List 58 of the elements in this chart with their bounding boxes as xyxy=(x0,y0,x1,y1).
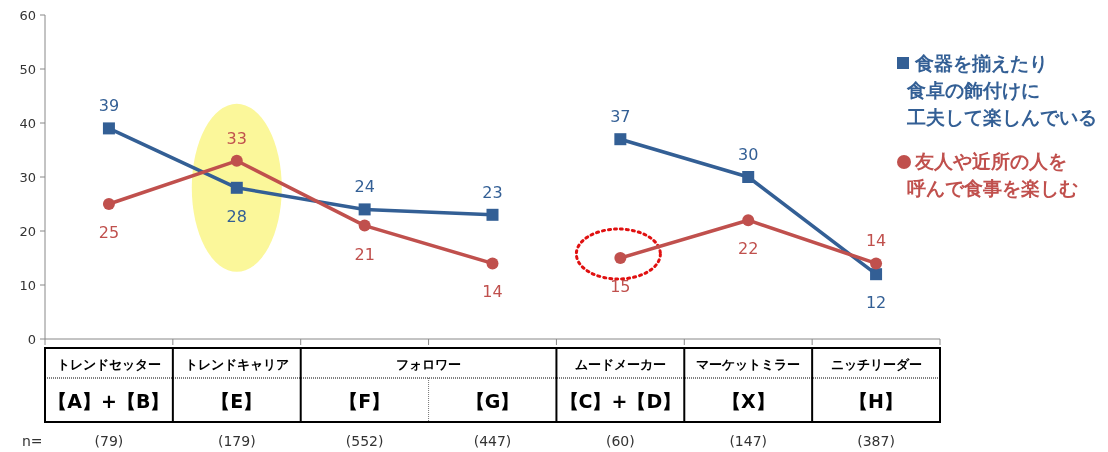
text: フォロワー xyxy=(396,357,462,372)
data-label: 12 xyxy=(865,293,887,313)
text: (447) xyxy=(473,433,512,449)
data-label: 23 xyxy=(482,182,503,202)
point xyxy=(614,252,627,264)
data-label: 15 xyxy=(610,277,631,296)
x-tick-label: 【X】 xyxy=(721,390,775,412)
x-tick-label: 【F】 xyxy=(339,390,391,412)
point xyxy=(230,154,243,167)
text: (387) xyxy=(857,433,895,449)
x-tick-label: 【A】+【B】 xyxy=(48,390,170,412)
text: (179) xyxy=(217,433,256,449)
y-tick-label: 60 xyxy=(19,8,36,23)
data-label: 28 xyxy=(226,206,247,226)
text: (147) xyxy=(729,433,768,449)
data-label: 21 xyxy=(354,244,375,264)
y-tick-label: 10 xyxy=(19,278,36,293)
point xyxy=(230,181,243,194)
text: n= xyxy=(22,433,43,449)
point xyxy=(358,219,371,232)
text: ニッチリーダー xyxy=(830,357,922,372)
text: ムードメーカー xyxy=(574,357,666,372)
x-tick-label: 【G】 xyxy=(465,390,520,412)
point xyxy=(742,214,755,227)
y-tick-label: 50 xyxy=(19,62,36,77)
point xyxy=(870,268,883,281)
point xyxy=(358,203,371,216)
legend-label: 友人や近所の人を呼んで食事を楽しむ xyxy=(907,150,1078,199)
text: (79) xyxy=(94,433,124,449)
point xyxy=(102,198,115,210)
data-label: 24 xyxy=(354,177,375,197)
data-label: 14 xyxy=(482,282,503,302)
text: トレンドセッター xyxy=(56,357,161,372)
point xyxy=(614,133,627,146)
legend-label: 食器を揃えたり食卓の飾付けに工夫して楽しんでいる xyxy=(906,52,1097,128)
x-tick-label: 【H】 xyxy=(849,390,904,412)
y-tick-label: 20 xyxy=(19,224,36,239)
data-label: 22 xyxy=(738,239,759,259)
y-tick-label: 0 xyxy=(27,332,36,347)
point xyxy=(486,208,499,221)
y-tick-label: 30 xyxy=(19,170,36,185)
data-label: 39 xyxy=(98,96,120,116)
text: (60) xyxy=(605,433,635,449)
text: (552) xyxy=(345,433,384,449)
data-label: 37 xyxy=(610,107,631,127)
x-tick-label: 【E】 xyxy=(211,390,263,412)
data-label: 33 xyxy=(226,128,247,148)
data-label: 14 xyxy=(865,231,887,251)
text: トレンドキャリア xyxy=(184,357,289,372)
x-tick-label: 【C】+【D】 xyxy=(559,390,682,412)
data-label: 25 xyxy=(98,223,120,242)
point xyxy=(870,257,883,270)
point xyxy=(742,171,755,183)
point xyxy=(102,122,115,135)
data-label: 30 xyxy=(738,145,759,164)
point xyxy=(486,257,499,270)
y-tick-label: 40 xyxy=(19,116,36,131)
text: マーケットミラー xyxy=(696,357,801,372)
